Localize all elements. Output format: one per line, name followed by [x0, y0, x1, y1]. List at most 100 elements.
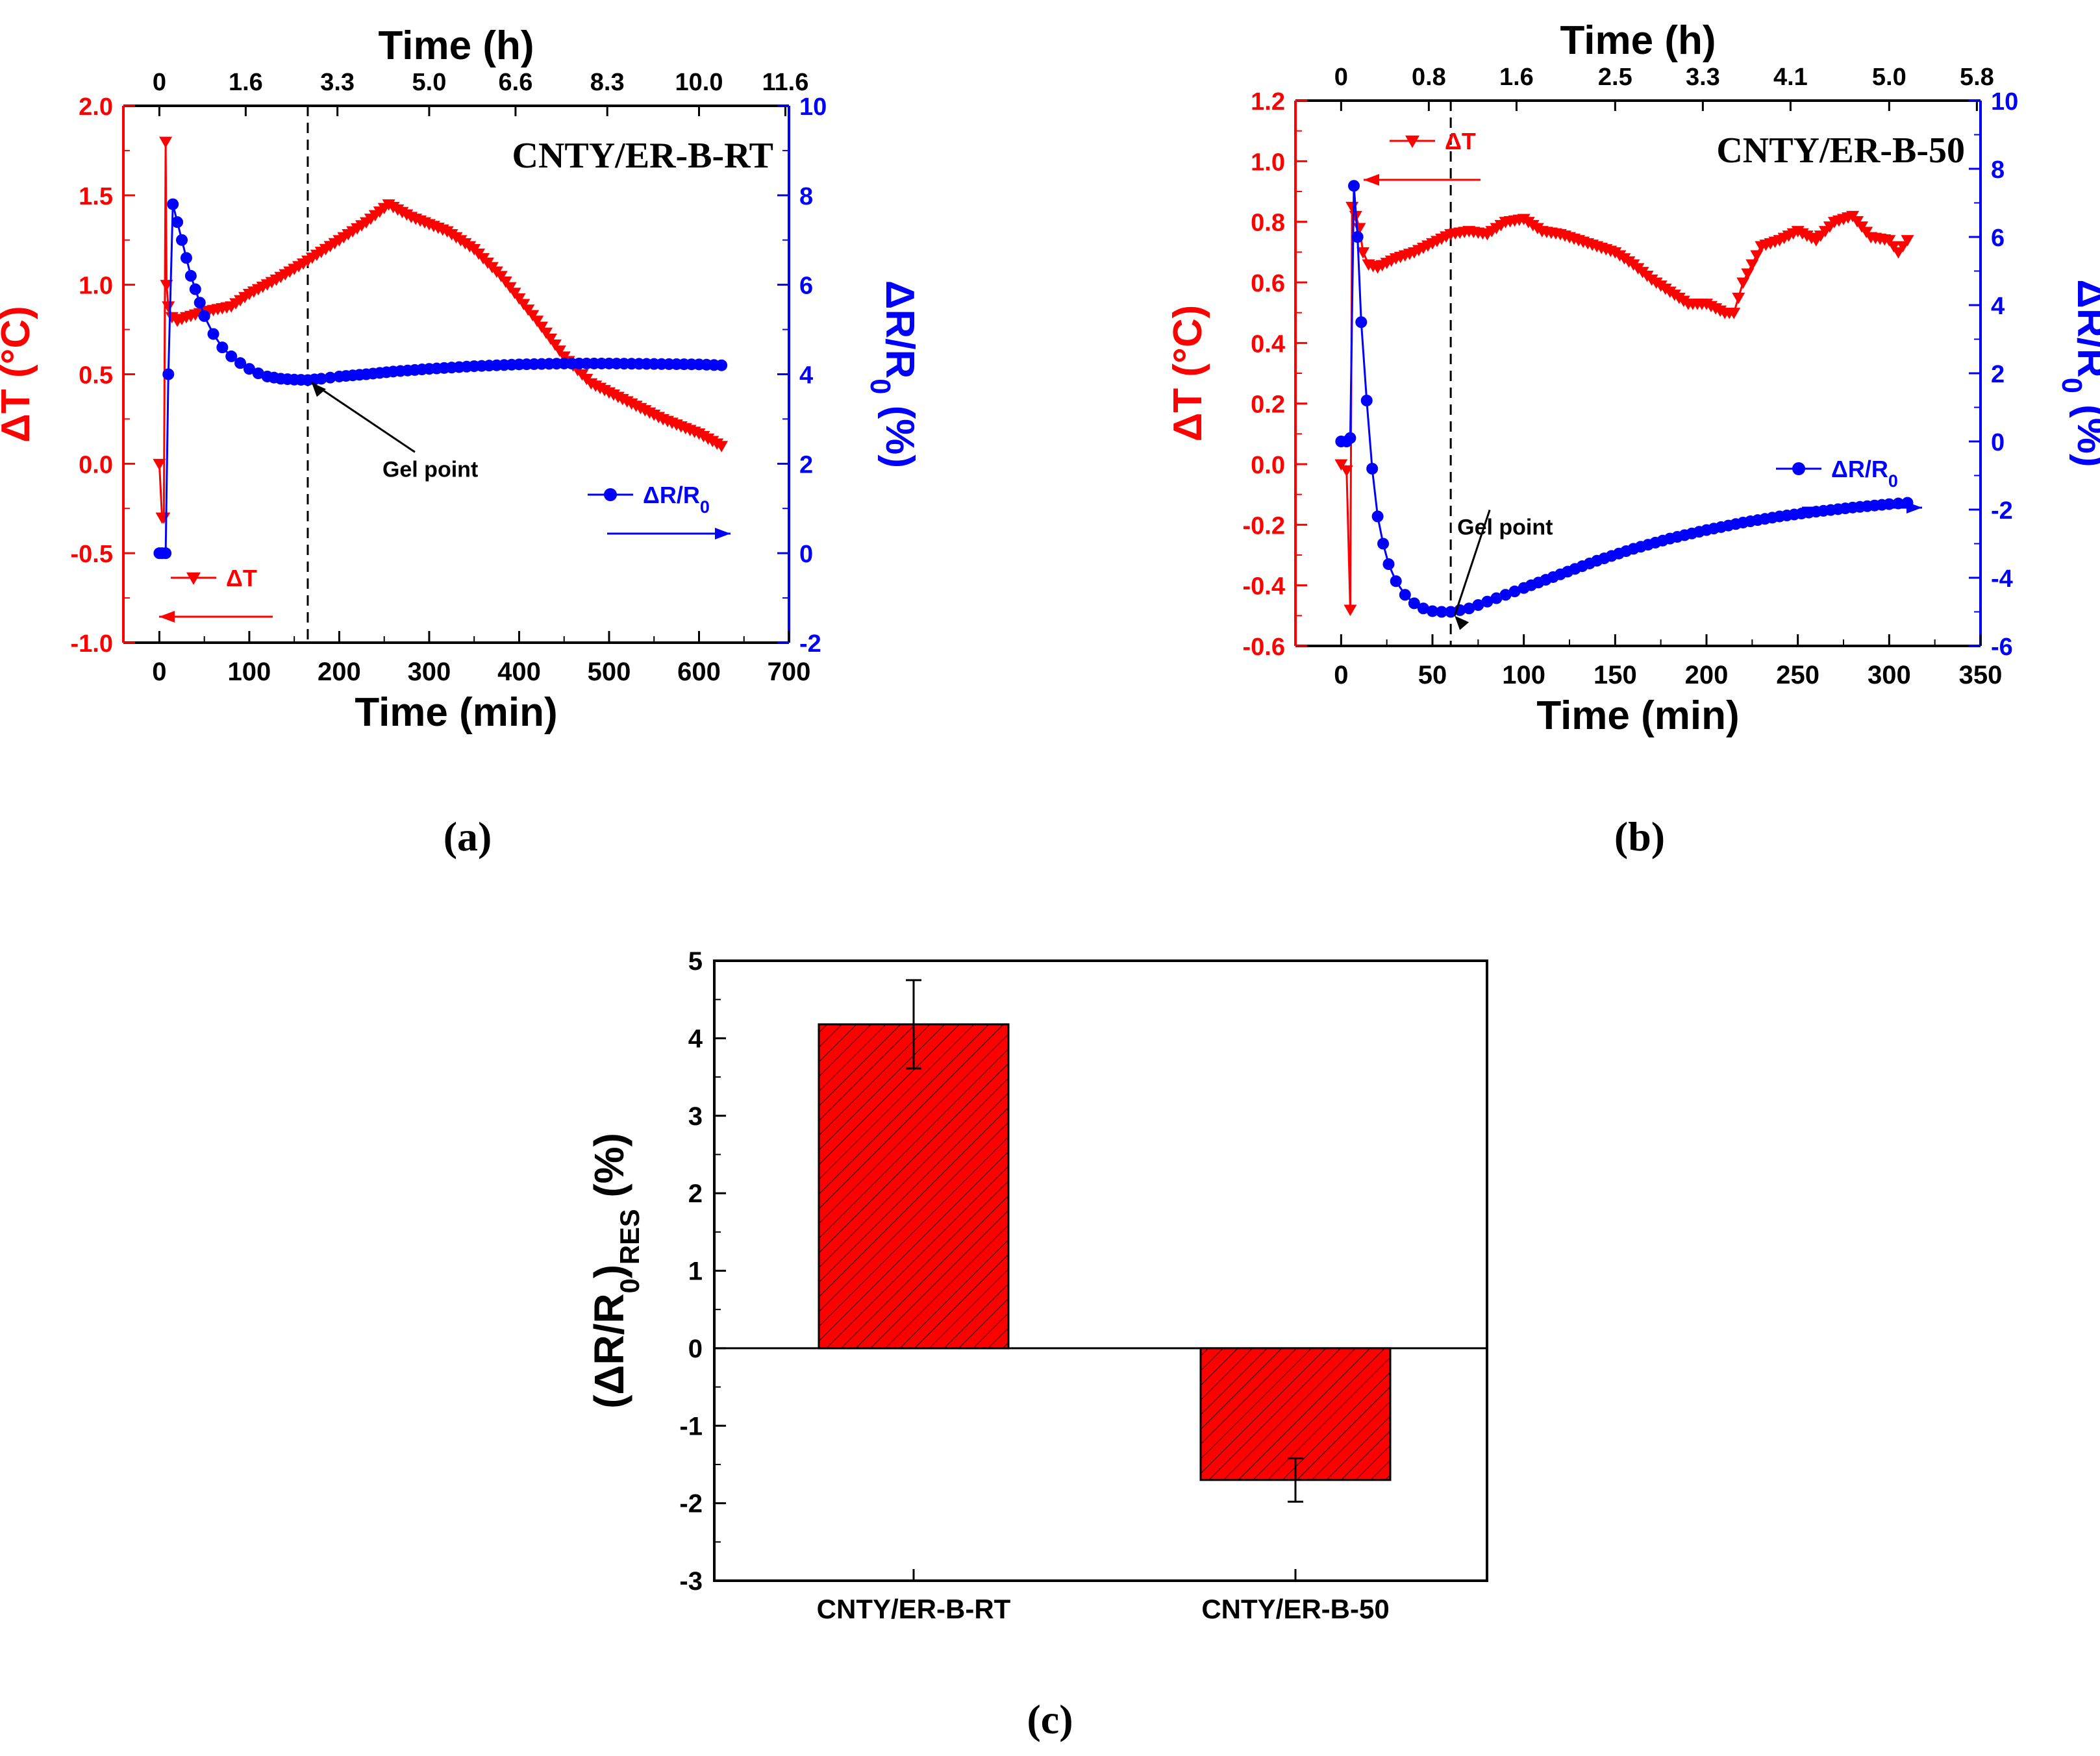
delta-r-point	[1399, 589, 1411, 601]
y-right-tick-label: 6	[799, 273, 813, 300]
x-axis-label: Time (min)	[1536, 693, 1739, 738]
legend-dt-arrowhead	[159, 611, 175, 623]
delta-r-point	[243, 363, 255, 375]
delta-t-point	[1732, 292, 1745, 304]
x-tick-label: CNTY/ER-B-RT	[817, 1594, 1011, 1624]
delta-r-point	[252, 367, 264, 380]
y-left-tick-label: -0.4	[1243, 573, 1285, 600]
delta-t-point	[1901, 235, 1914, 247]
delta-r-point	[315, 373, 327, 385]
gel-point-label: Gel point	[1457, 515, 1553, 540]
delta-t-point	[1344, 604, 1357, 616]
delta-t-point	[531, 315, 544, 327]
top-tick-label: 1.6	[1499, 64, 1534, 91]
chart-title: CNTY/ER-B-RT	[512, 136, 774, 176]
y-right-tick-label: 2	[1991, 361, 2005, 388]
y-right-tick-label: -4	[1991, 565, 2013, 593]
x-tick-label: 50	[1418, 661, 1447, 689]
delta-r-point	[234, 357, 247, 369]
delta-r-point	[1355, 316, 1368, 328]
panel-caption-a: (a)	[444, 813, 492, 859]
y-left-tick-label: -0.6	[1243, 634, 1285, 661]
delta-r-point	[716, 359, 728, 371]
delta-r-point	[184, 269, 197, 282]
delta-r-point	[1390, 575, 1402, 587]
y-tick-label: 1	[688, 1257, 703, 1286]
legend-dt-label: ΔT	[1445, 128, 1476, 155]
delta-r-point	[1436, 606, 1448, 618]
gel-point-arrow	[311, 382, 416, 453]
y-left-tick-label: -0.5	[71, 541, 113, 568]
delta-r-point	[324, 371, 336, 384]
y-tick-label: -3	[679, 1567, 703, 1596]
delta-r-point	[1508, 586, 1521, 597]
top-tick-label: 5.0	[412, 69, 447, 96]
delta-t-point	[1741, 268, 1755, 280]
top-tick-label: 6.6	[499, 69, 533, 96]
y-left-tick-label: 2.0	[79, 93, 113, 121]
y-right-axis-label: ΔR/R0 (%)	[2056, 279, 2100, 467]
delta-r-point	[1499, 589, 1512, 601]
delta-r-series-line	[159, 204, 722, 554]
delta-r-markers	[153, 198, 728, 560]
x-tick-label: 200	[1685, 661, 1729, 689]
delta-r-point	[1892, 497, 1905, 510]
delta-t-point	[548, 340, 562, 351]
x-tick-label: 200	[318, 658, 361, 686]
delta-r-point	[1382, 558, 1395, 570]
y-left-tick-label: 0.4	[1251, 330, 1285, 358]
top-tick-label: 10.0	[675, 69, 723, 96]
y-right-tick-label: 4	[799, 362, 813, 390]
legend-dr-marker	[1792, 462, 1805, 475]
delta-t-point	[535, 321, 549, 333]
y-left-tick-label: -1.0	[71, 630, 113, 658]
delta-r-point	[207, 328, 219, 340]
gel-point-arrow	[1453, 510, 1491, 616]
y-tick-label: 4	[688, 1024, 703, 1053]
delta-r-point	[225, 350, 238, 362]
y-right-tick-label: 2	[799, 451, 813, 478]
y-left-tick-label: 0.2	[1251, 391, 1285, 419]
delta-r-point	[1472, 599, 1484, 611]
x-tick-label: 400	[497, 658, 541, 686]
delta-t-point	[165, 312, 179, 324]
delta-t-point	[1882, 235, 1896, 247]
y-left-tick-label: 0.8	[1251, 210, 1285, 237]
x-tick-label: 250	[1776, 661, 1819, 689]
delta-r-point	[1348, 180, 1360, 192]
legend-dr-marker	[604, 488, 617, 501]
top-tick-label: 0	[1334, 64, 1348, 91]
delta-r-point	[1463, 602, 1475, 615]
legend-dr-arrowhead	[715, 528, 731, 539]
delta-r-point	[1445, 606, 1457, 618]
delta-r-point	[1377, 538, 1390, 550]
y-right-tick-label: 0	[1991, 429, 2005, 456]
top-tick-label: 3.3	[1686, 64, 1720, 91]
bar-hatch	[819, 1024, 1008, 1348]
top-tick-label: 5.0	[1872, 64, 1906, 91]
legend-dr-label: ΔR/R0	[1831, 456, 1898, 491]
x-tick-label: 100	[228, 658, 271, 686]
top-tick-label: 3.3	[320, 69, 355, 96]
delta-t-point	[1736, 277, 1750, 289]
top-axis-label: Time (h)	[1560, 18, 1716, 63]
chart-title: CNTY/ER-B-50	[1716, 130, 1965, 171]
delta-r-point	[1366, 463, 1379, 475]
delta-r-point	[167, 198, 179, 210]
x-tick-label: 0	[152, 658, 166, 686]
delta-t-markers	[153, 136, 729, 525]
delta-r-markers	[1335, 180, 1914, 618]
y-left-tick-label: 1.5	[79, 183, 113, 210]
delta-r-point	[1360, 395, 1373, 406]
x-tick-label: 350	[1959, 661, 2003, 689]
delta-t-point	[1340, 465, 1353, 477]
delta-r-point	[160, 547, 172, 560]
y-right-tick-label: 6	[1991, 225, 2005, 252]
delta-t-point	[162, 301, 175, 313]
delta-r-point	[189, 283, 201, 295]
top-tick-label: 8.3	[590, 69, 625, 96]
delta-r-point	[1344, 432, 1356, 444]
y-axis-label: (ΔR/R0)RES (%)	[586, 1133, 645, 1409]
